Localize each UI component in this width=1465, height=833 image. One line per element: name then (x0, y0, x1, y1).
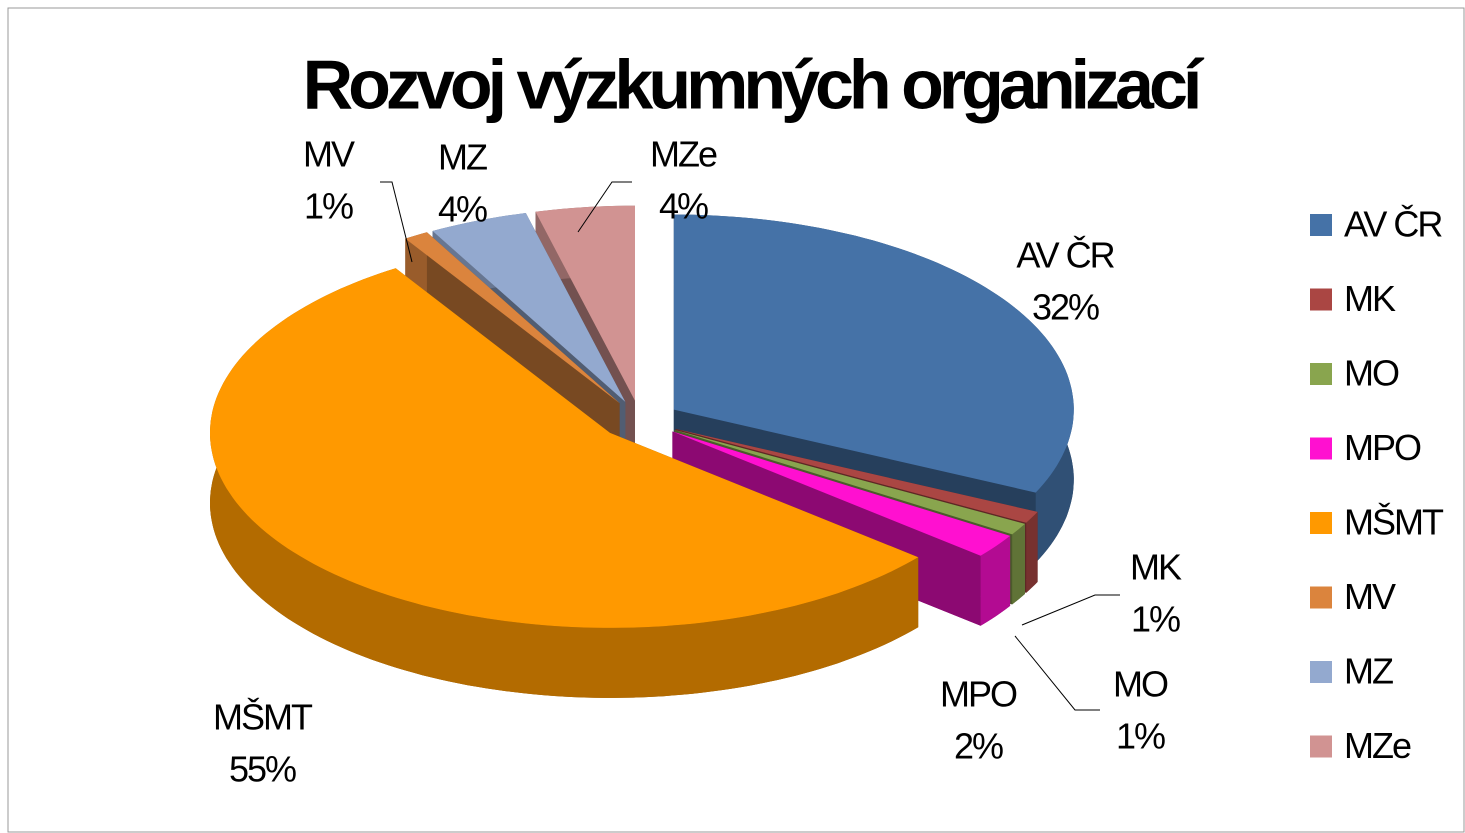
data-label-name: MZe (650, 134, 717, 175)
data-label-value: 4% (438, 189, 487, 230)
slice-side (1026, 511, 1038, 593)
data-label-value: 55% (229, 749, 296, 790)
legend-label: MŠMT (1344, 502, 1444, 543)
legend-swatch (1310, 214, 1332, 236)
slice (672, 431, 1011, 556)
data-label-name: MPO (940, 674, 1017, 715)
data-label-name: MO (1113, 664, 1168, 705)
data-label-name: MZ (438, 137, 487, 178)
legend-label: MV (1344, 576, 1396, 617)
data-label-name: MV (303, 134, 355, 175)
legend-label: MO (1344, 353, 1399, 394)
data-label-name: MK (1130, 547, 1182, 588)
legend-swatch (1310, 735, 1332, 758)
data-label-value: 1% (1131, 599, 1180, 640)
legend-swatch (1310, 586, 1332, 609)
slice-side (980, 535, 1011, 626)
pie (210, 205, 1074, 698)
slice (210, 268, 919, 628)
slice (674, 429, 1025, 535)
slice (535, 205, 635, 401)
legend-label: MPO (1344, 427, 1421, 468)
leader-line (577, 181, 632, 233)
data-label-value: 32% (1032, 287, 1099, 328)
legend-swatch (1310, 363, 1332, 385)
data-label-name: AV ČR (1016, 235, 1114, 276)
legend-label: AV ČR (1344, 204, 1442, 245)
legend-label: MK (1344, 278, 1396, 319)
slice-side (1012, 523, 1025, 605)
data-label-value: 1% (1116, 716, 1165, 757)
slice (405, 232, 620, 404)
legend-swatch (1310, 661, 1332, 683)
leader-line (1014, 635, 1100, 711)
legend: AV ČR MK MO MPO MŠMT MV MZ MZe (1310, 204, 1446, 766)
data-label-value: 1% (304, 186, 353, 227)
chart-title: Rozvoj výzkumných organizací (303, 45, 1205, 123)
leader-line (380, 181, 413, 263)
legend-swatch (1310, 437, 1332, 460)
data-label-value: 2% (954, 726, 1003, 767)
legend-swatch (1310, 288, 1332, 311)
legend-label: MZ (1344, 651, 1393, 692)
slice (675, 428, 1038, 523)
slice-side (210, 268, 919, 698)
legend-swatch (1310, 512, 1332, 534)
labels: AV ČR 32% MK 1% MO 1% MPO 2% MŠMT 55% MV 1% MZ 4% MZe 4… (213, 134, 1184, 790)
slice (673, 214, 1074, 493)
data-label-name: MŠMT (213, 697, 313, 738)
leader-line (1021, 594, 1120, 626)
data-label-value: 4% (659, 186, 708, 227)
legend-label: MZe (1344, 725, 1411, 766)
slice (432, 213, 626, 402)
